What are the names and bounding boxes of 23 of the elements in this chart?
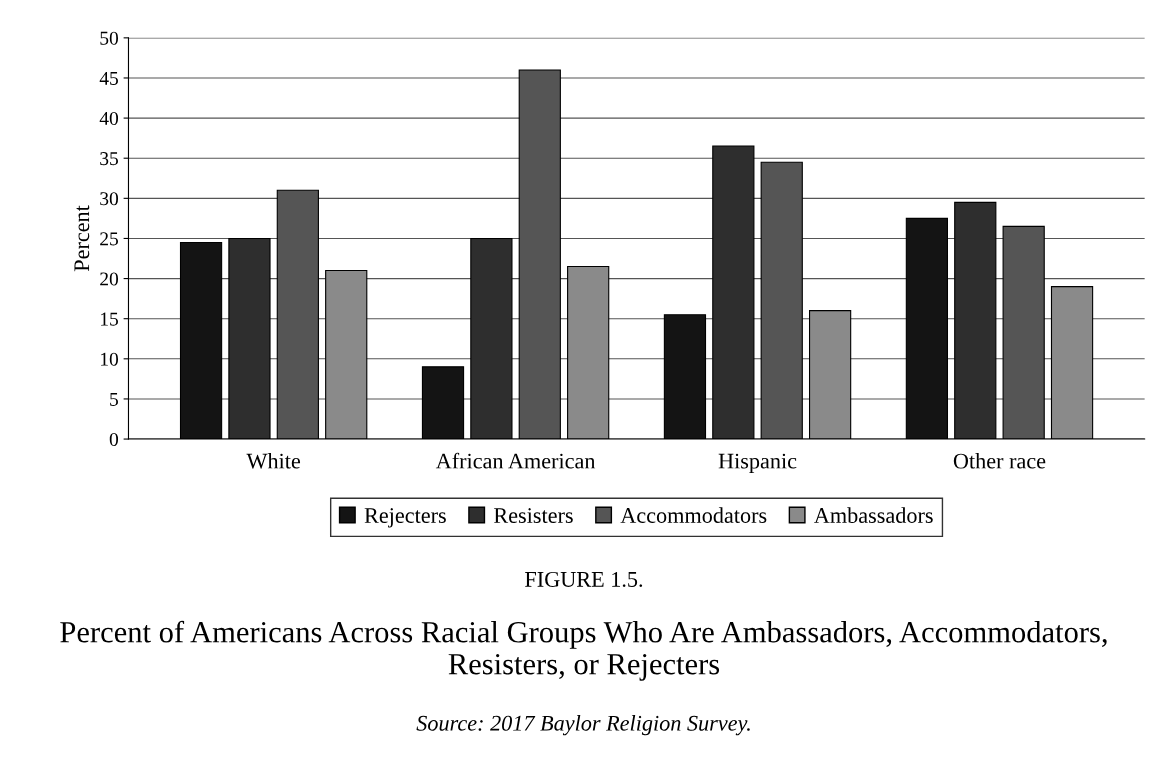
legend-label: Resisters [493,508,573,523]
x-tick-label: Other race [953,452,1046,469]
x-tick-label: White [246,452,301,469]
legend-label: Accommodators [620,507,767,523]
y-tick-label: 25 [100,232,118,246]
y-axis-title: Percent [74,205,90,272]
source-note: Source: 2017 Baylor Religion Survey. [416,715,750,736]
y-tick-label: 45 [99,71,118,85]
y-tick-label: 0 [109,432,119,446]
x-tick-label: African American [435,452,596,469]
y-tick-label: 15 [101,312,118,326]
y-tick-label: 50 [100,31,119,45]
legend-label: Ambassadors [814,507,933,523]
y-tick-label: 5 [110,392,118,406]
y-tick-label: 30 [100,192,119,206]
text: FIGURE 1.5. [525,571,643,587]
text: Percent of Americans Across Racial Groups Who Are Ambassadors, Accommodators, Resisters, or Rejecters [60,620,1107,681]
legend-label: Rejecters [364,508,446,528]
y-tick-label: 40 [99,111,119,126]
y-tick-label: 10 [101,352,119,366]
y-tick-label: 20 [100,272,119,286]
x-tick-label: Hispanic [718,453,797,474]
y-tick-label: 35 [100,152,118,166]
